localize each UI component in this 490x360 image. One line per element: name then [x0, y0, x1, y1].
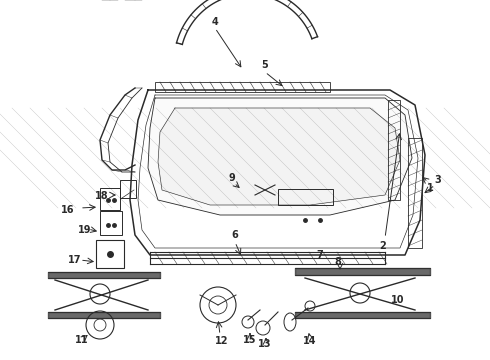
Text: 11: 11: [75, 335, 89, 345]
Bar: [120, 180, 136, 198]
Polygon shape: [148, 98, 412, 215]
Polygon shape: [158, 108, 400, 205]
Text: 1: 1: [427, 183, 433, 193]
Bar: [388, 100, 400, 200]
Bar: [408, 138, 422, 248]
Text: 3: 3: [435, 175, 441, 185]
Text: 7: 7: [317, 250, 323, 260]
Text: 18: 18: [95, 191, 109, 201]
Text: 6: 6: [232, 230, 238, 240]
Text: 13: 13: [258, 339, 272, 349]
Text: 10: 10: [391, 295, 405, 305]
Text: 14: 14: [303, 336, 317, 346]
Text: 4: 4: [212, 17, 219, 27]
Bar: [278, 189, 333, 205]
Text: 17: 17: [68, 255, 82, 265]
Text: 12: 12: [215, 336, 229, 346]
Text: 15: 15: [243, 335, 257, 345]
Text: 5: 5: [262, 60, 269, 70]
Text: 9: 9: [229, 173, 235, 183]
Text: 19: 19: [78, 225, 92, 235]
Text: 8: 8: [335, 257, 342, 267]
Text: 2: 2: [380, 241, 387, 251]
Text: 16: 16: [61, 205, 75, 215]
